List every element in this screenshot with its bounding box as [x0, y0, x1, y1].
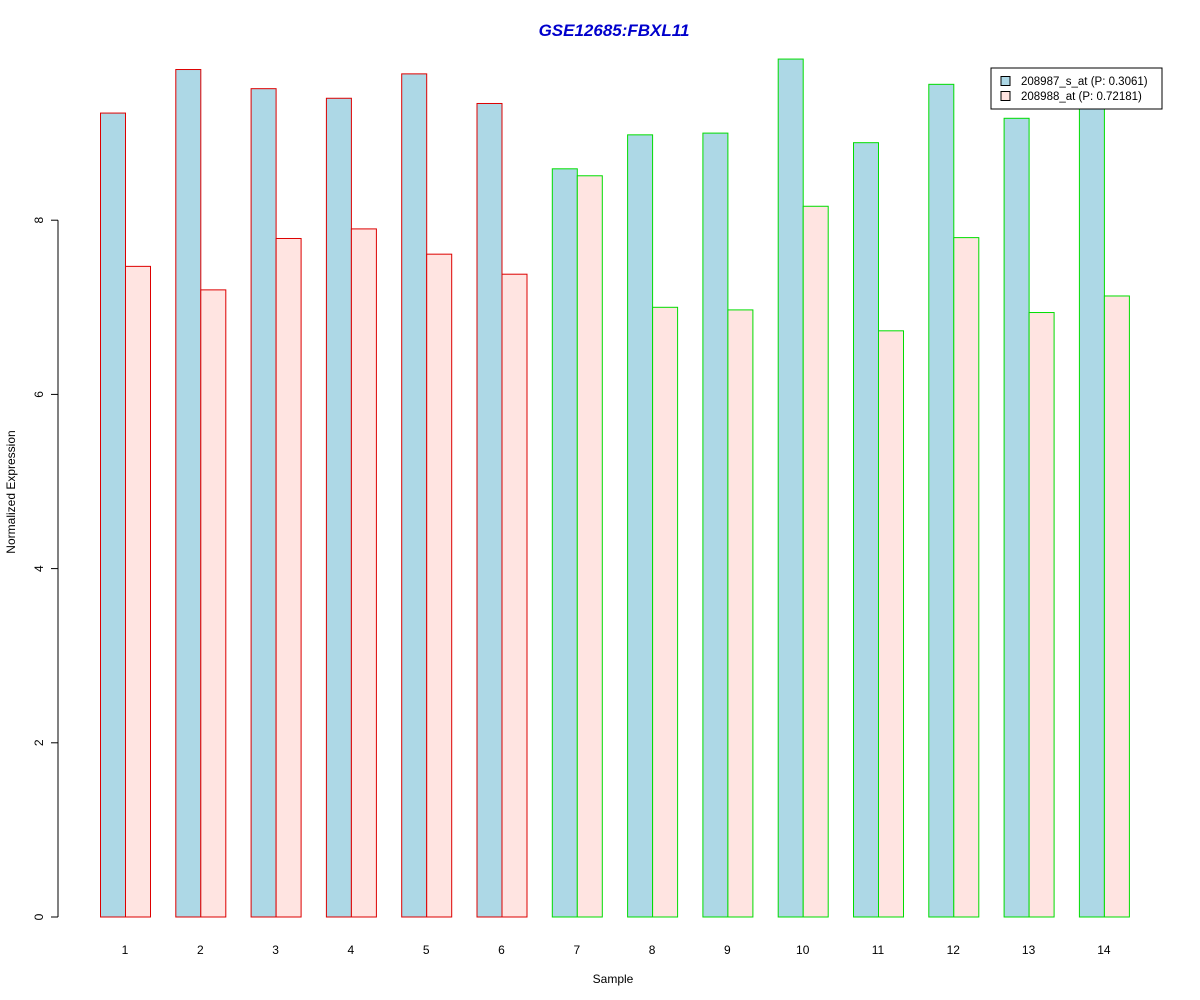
- y-tick-label: 6: [32, 391, 46, 398]
- bar-sample-11-series-2: [878, 330, 904, 918]
- x-tick-label: 4: [348, 943, 355, 957]
- x-tick-label: 14: [1097, 943, 1111, 957]
- chart-title: GSE12685:FBXL11: [539, 21, 690, 40]
- y-tick-label: 4: [32, 565, 46, 572]
- x-tick-label: 3: [272, 943, 279, 957]
- y-axis: 0 2 4 6 8: [32, 217, 59, 920]
- bar-sample-13-series-2: [1028, 312, 1055, 918]
- x-tick-label: 13: [1022, 943, 1036, 957]
- legend: 208987_s_at (P: 0.3061) 208988_at (P: 0.…: [990, 67, 1163, 110]
- bar-sample-7-series-2: [576, 175, 603, 918]
- bars-group: [100, 58, 1130, 918]
- x-tick-label: 11: [872, 943, 885, 957]
- bar-sample-12-series-1: [928, 83, 955, 918]
- legend-swatch-series-1: [1000, 76, 1011, 86]
- x-tick-label: 10: [796, 943, 810, 957]
- bar-sample-12-series-2: [953, 237, 980, 918]
- bar-sample-6-series-1: [476, 102, 503, 918]
- y-tick-label: 8: [32, 217, 46, 224]
- x-tick-label: 7: [573, 943, 580, 957]
- legend-swatch-series-2: [1000, 91, 1011, 101]
- bar-sample-11-series-1: [853, 142, 879, 918]
- x-tick-labels: 1 2 3 4 5 6 7 8 9 10 11 12 13 14: [122, 943, 1111, 957]
- bar-sample-1-series-2: [125, 265, 151, 918]
- bar-sample-4-series-2: [350, 228, 377, 918]
- x-tick-label: 5: [423, 943, 430, 957]
- x-axis-title: Sample: [593, 972, 634, 986]
- x-tick-label: 8: [649, 943, 656, 957]
- bar-sample-2-series-1: [175, 69, 202, 918]
- bar-sample-10-series-1: [777, 58, 804, 918]
- bar-sample-2-series-2: [200, 289, 227, 918]
- x-tick-label: 6: [498, 943, 505, 957]
- bar-sample-14-series-2: [1103, 295, 1130, 918]
- legend-box: [990, 67, 1163, 110]
- bar-sample-8-series-1: [627, 134, 654, 918]
- bar-sample-14-series-1: [1078, 106, 1105, 918]
- bar-sample-5-series-2: [426, 253, 453, 918]
- legend-label-series-1: 208987_s_at (P: 0.3061): [1021, 76, 1148, 88]
- bar-sample-8-series-2: [652, 306, 679, 918]
- bar-sample-5-series-1: [401, 73, 428, 918]
- bar-sample-7-series-1: [551, 168, 578, 918]
- bar-sample-10-series-2: [802, 205, 829, 918]
- bar-sample-4-series-1: [325, 97, 352, 918]
- x-tick-label: 12: [947, 943, 961, 957]
- legend-label-series-2: 208988_at (P: 0.72181): [1021, 91, 1142, 103]
- bar-sample-1-series-1: [100, 112, 126, 918]
- bar-sample-6-series-2: [501, 273, 528, 918]
- x-tick-label: 2: [197, 943, 204, 957]
- y-tick-label: 2: [32, 739, 46, 746]
- bar-sample-3-series-2: [275, 237, 302, 918]
- bar-sample-9-series-2: [727, 309, 754, 918]
- y-tick-label: 0: [32, 913, 46, 920]
- y-axis-title: Normalized Expression: [4, 430, 18, 553]
- x-tick-label: 9: [724, 943, 731, 957]
- bar-sample-3-series-1: [250, 88, 277, 918]
- bar-sample-9-series-1: [702, 132, 729, 918]
- bar-sample-13-series-1: [1003, 117, 1030, 918]
- x-tick-label: 1: [122, 943, 129, 957]
